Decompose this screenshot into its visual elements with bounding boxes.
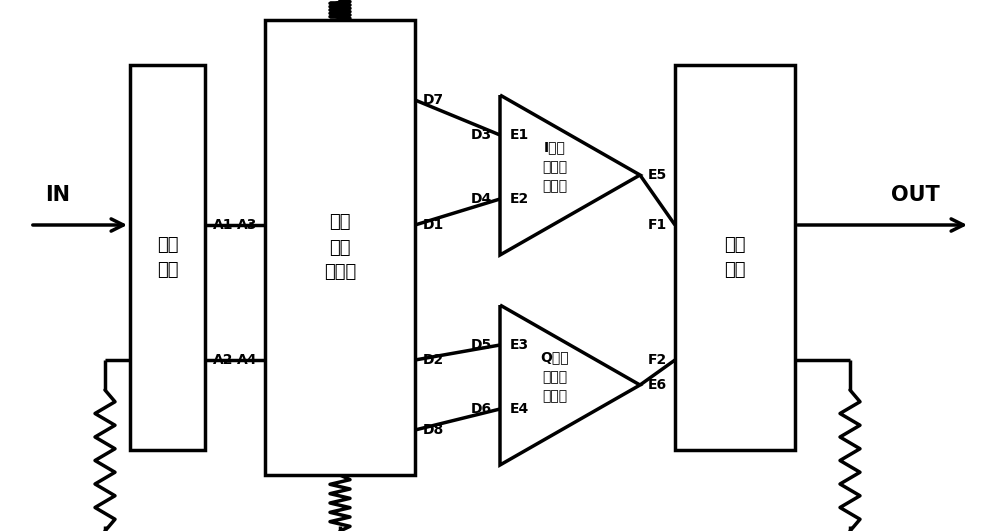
Text: OUT: OUT bbox=[891, 185, 940, 205]
Text: E5: E5 bbox=[648, 168, 667, 182]
Text: IN: IN bbox=[45, 185, 70, 205]
Text: D8: D8 bbox=[423, 423, 444, 437]
Text: 输入
巴伦: 输入 巴伦 bbox=[157, 236, 178, 279]
Text: D3: D3 bbox=[471, 128, 492, 142]
Text: D6: D6 bbox=[471, 402, 492, 416]
Text: F2: F2 bbox=[648, 353, 667, 367]
Text: E2: E2 bbox=[510, 192, 529, 206]
Text: D1: D1 bbox=[423, 218, 444, 232]
Text: A4: A4 bbox=[237, 353, 257, 367]
Text: A2: A2 bbox=[213, 353, 234, 367]
Text: 正交
信号
发生器: 正交 信号 发生器 bbox=[324, 213, 356, 281]
Text: F1: F1 bbox=[648, 218, 667, 232]
Text: A3: A3 bbox=[237, 218, 257, 232]
Text: D7: D7 bbox=[423, 93, 444, 107]
Text: 输出
巴伦: 输出 巴伦 bbox=[724, 236, 746, 279]
Text: E1: E1 bbox=[510, 128, 529, 142]
Text: D4: D4 bbox=[471, 192, 492, 206]
Text: D5: D5 bbox=[471, 338, 492, 352]
Text: I路可
变增益
放大器: I路可 变增益 放大器 bbox=[542, 141, 568, 193]
Text: E3: E3 bbox=[510, 338, 529, 352]
Bar bbox=[675, 65, 795, 450]
Text: Q路可
变增益
放大器: Q路可 变增益 放大器 bbox=[541, 350, 569, 404]
Text: A1: A1 bbox=[213, 218, 234, 232]
Bar bbox=[265, 20, 415, 475]
Bar bbox=[130, 65, 205, 450]
Text: D2: D2 bbox=[423, 353, 444, 367]
Text: E6: E6 bbox=[648, 378, 667, 392]
Text: E4: E4 bbox=[510, 402, 529, 416]
